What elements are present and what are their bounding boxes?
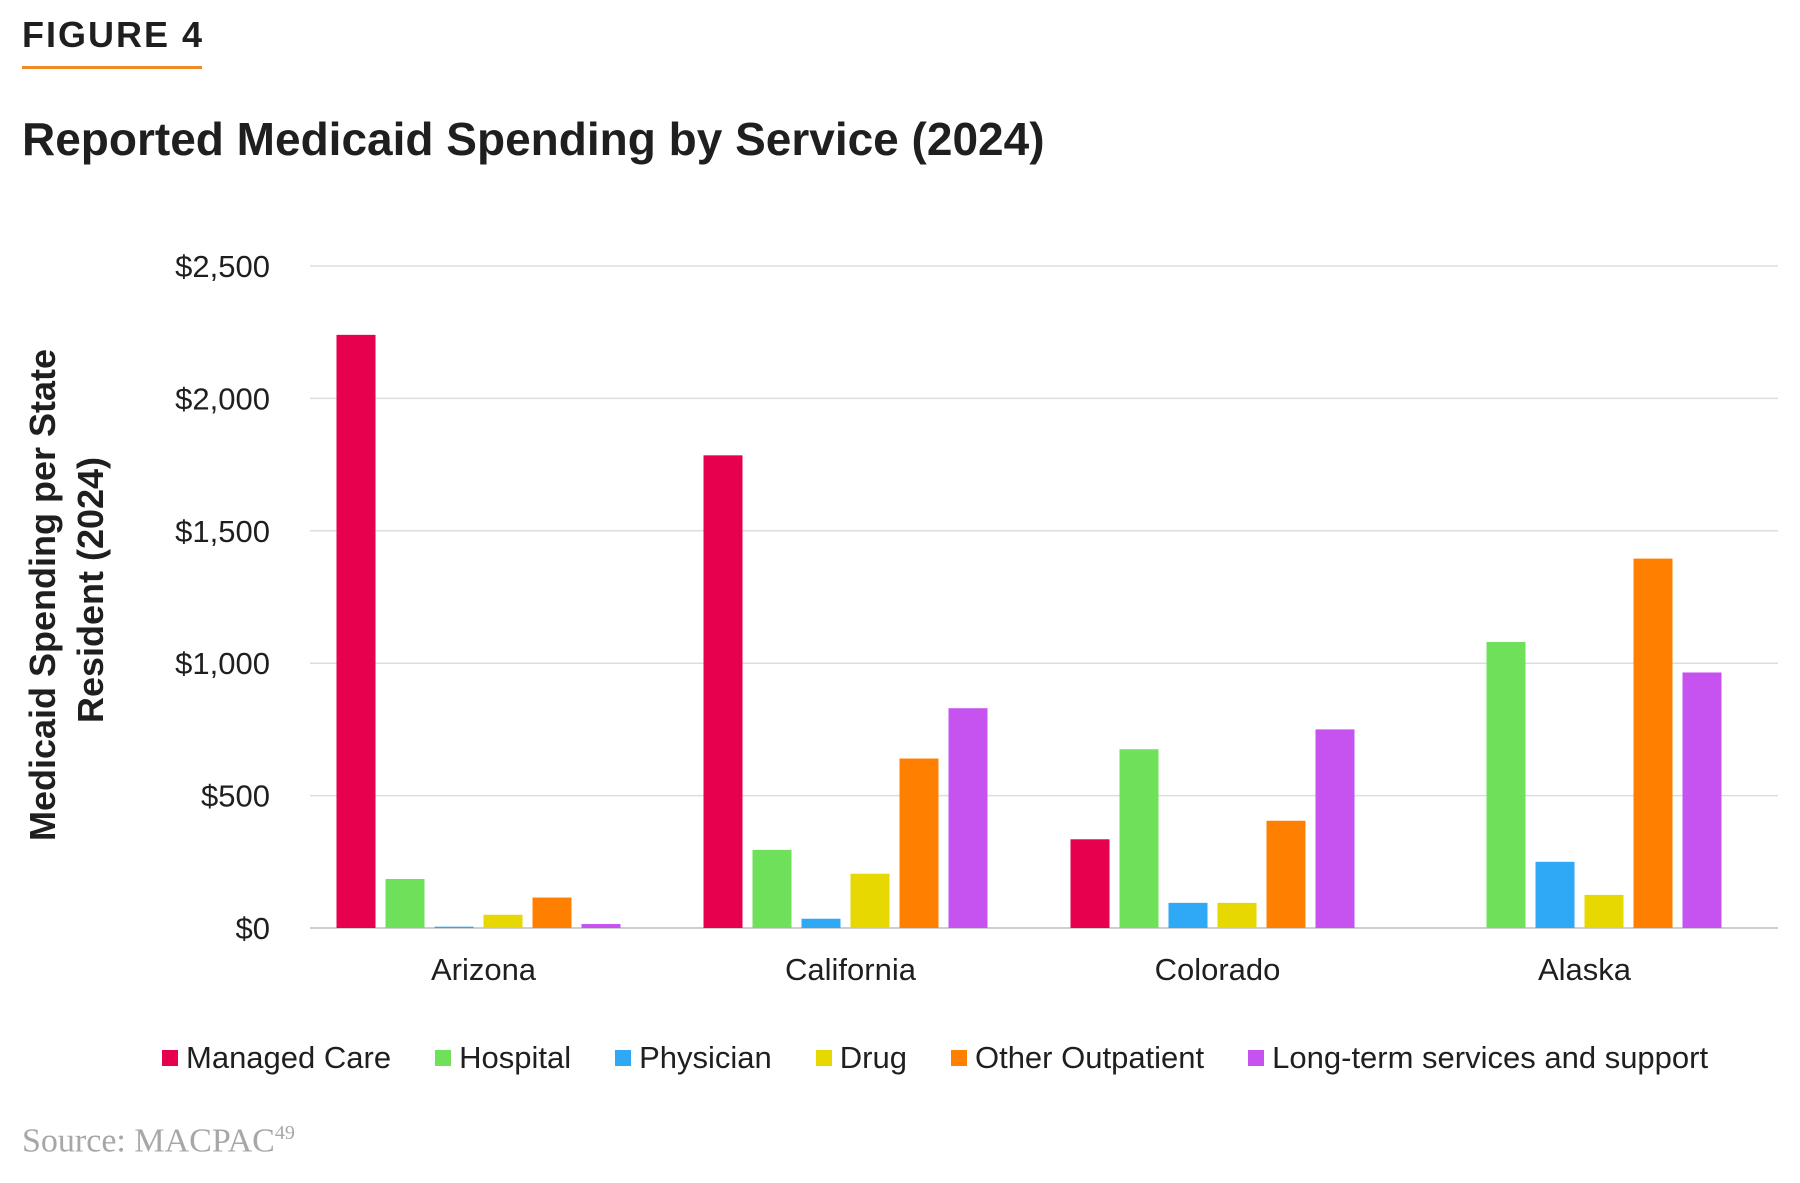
bar-hospital bbox=[752, 849, 792, 928]
legend-label: Hospital bbox=[459, 1040, 572, 1075]
bar-physician bbox=[801, 918, 841, 928]
legend-item: Drug bbox=[815, 1040, 907, 1076]
figure-label: FIGURE 4 bbox=[22, 14, 205, 55]
y-tick-label: $0 bbox=[236, 911, 270, 946]
bar-other-outpatient bbox=[532, 897, 572, 928]
bar-drug bbox=[1584, 894, 1624, 928]
y-tick-label: $2,500 bbox=[175, 249, 270, 284]
legend-swatch bbox=[162, 1050, 178, 1066]
bar-drug bbox=[483, 914, 523, 928]
legend-label: Drug bbox=[839, 1040, 907, 1075]
legend-item: Managed Care bbox=[162, 1040, 391, 1076]
legend-item: Hospital bbox=[435, 1040, 571, 1076]
bar-other-outpatient bbox=[1633, 558, 1673, 928]
bar-physician bbox=[1168, 902, 1208, 928]
bar-other-outpatient bbox=[899, 758, 939, 928]
bar-long-term-services-and-support bbox=[1315, 729, 1355, 928]
bar-drug bbox=[850, 873, 890, 928]
bars bbox=[336, 334, 1722, 928]
legend-swatch bbox=[435, 1050, 452, 1066]
legend-label: Long-term services and support bbox=[1272, 1040, 1709, 1075]
legend-item: Physician bbox=[615, 1040, 772, 1076]
bar-hospital bbox=[385, 879, 425, 928]
bar-hospital bbox=[1119, 749, 1159, 928]
figure-label-underline bbox=[22, 66, 202, 69]
bar-other-outpatient bbox=[1266, 820, 1306, 928]
bar-hospital bbox=[1486, 642, 1526, 928]
legend-swatch bbox=[815, 1050, 832, 1066]
y-axis-label-line-2: Resident (2024) bbox=[70, 457, 111, 723]
legend-label: Other Outpatient bbox=[974, 1040, 1205, 1075]
y-axis-ticks: $0 $500 $1,000 $1,500 $2,000 $2,500 bbox=[175, 249, 270, 946]
bar-managed-care bbox=[1070, 839, 1110, 928]
x-tick-label: Alaska bbox=[1538, 952, 1632, 987]
legend-label: Managed Care bbox=[186, 1040, 392, 1075]
x-tick-label: Colorado bbox=[1155, 952, 1281, 987]
y-tick-label: $2,000 bbox=[175, 381, 270, 416]
legend-item: Other Outpatient bbox=[950, 1040, 1205, 1076]
legend-swatch bbox=[1248, 1050, 1265, 1066]
chart-title: Reported Medicaid Spending by Service (2… bbox=[22, 113, 1045, 165]
bar-long-term-services-and-support bbox=[1682, 672, 1722, 928]
x-axis-labels: Arizona California Colorado Alaska bbox=[431, 952, 1632, 987]
source-text: Source: MACPAC bbox=[22, 1122, 275, 1160]
source-footnote: 49 bbox=[274, 1122, 295, 1144]
bar-drug bbox=[1217, 902, 1257, 928]
bar-physician bbox=[1535, 861, 1575, 928]
legend-item: Long-term services and support bbox=[1248, 1040, 1708, 1076]
legend-swatch bbox=[950, 1050, 967, 1066]
y-tick-label: $1,000 bbox=[175, 646, 270, 681]
source-note: Source: MACPAC49 bbox=[22, 1122, 295, 1160]
y-axis-label-line-1: Medicaid Spending per State bbox=[22, 349, 63, 841]
x-tick-label: Arizona bbox=[431, 952, 537, 987]
y-axis-label: Medicaid Spending per State Resident (20… bbox=[22, 339, 111, 841]
legend-swatch bbox=[615, 1050, 632, 1066]
legend: Managed Care Hospital Physician Drug Other O… bbox=[162, 1040, 1708, 1076]
bar-managed-care bbox=[336, 334, 376, 928]
bar-long-term-services-and-support bbox=[581, 924, 621, 928]
legend-label: Physician bbox=[639, 1040, 772, 1075]
bar-long-term-services-and-support bbox=[948, 708, 988, 928]
bar-managed-care bbox=[703, 455, 743, 928]
y-tick-label: $1,500 bbox=[175, 514, 270, 549]
x-tick-label: California bbox=[785, 952, 917, 987]
bar-physician bbox=[434, 926, 474, 928]
gridlines bbox=[310, 265, 1778, 929]
y-tick-label: $500 bbox=[201, 779, 270, 814]
